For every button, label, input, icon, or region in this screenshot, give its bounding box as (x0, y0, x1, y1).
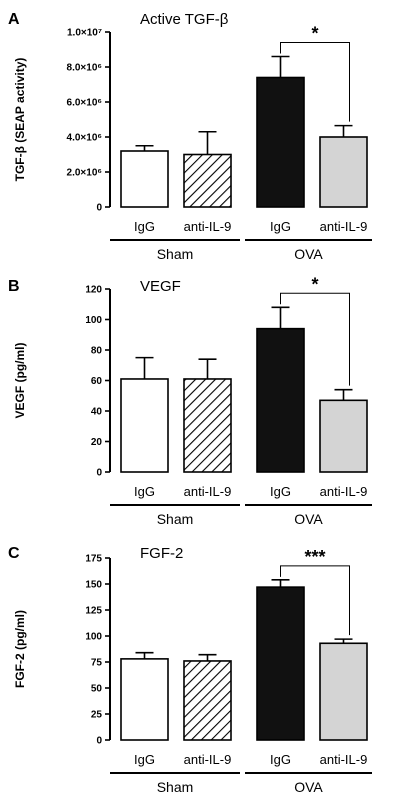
significance-bracket (280, 42, 350, 122)
significance-label: *** (304, 547, 325, 567)
y-axis-label: FGF-2 (pg/ml) (13, 610, 27, 688)
y-tick-label: 25 (91, 710, 103, 721)
bar-a-0 (120, 150, 169, 208)
group-label: OVA (294, 779, 323, 795)
group-label: Sham (157, 246, 194, 262)
bar-a-2 (256, 76, 305, 208)
y-tick-label: 20 (91, 437, 103, 448)
significance-bracket (280, 565, 350, 636)
category-label: anti-IL-9 (320, 219, 368, 234)
category-label: anti-IL-9 (184, 219, 232, 234)
bar-b-2 (256, 327, 305, 473)
y-tick-label: 50 (91, 684, 103, 695)
bar-b-1 (183, 378, 232, 473)
category-label: IgG (270, 219, 291, 234)
group-label: Sham (157, 779, 194, 795)
y-tick-label: 0 (96, 203, 102, 214)
category-label: IgG (134, 752, 155, 767)
category-label: IgG (270, 484, 291, 499)
panel-a: A Active TGF-β 0 2.0×10⁶ 4.0×10⁶ 6.0×10⁶ 8.0×1… (8, 11, 372, 262)
y-axis-label: VEGF (pg/ml) (13, 343, 27, 419)
bar-a-3 (319, 136, 368, 208)
category-label: anti-IL-9 (320, 484, 368, 499)
category-label: anti-IL-9 (320, 752, 368, 767)
y-tick-label: 80 (91, 346, 103, 357)
category-label: anti-IL-9 (184, 752, 232, 767)
panel-b: B VEGF 0 20 40 60 80 100 120 VEGF (pg/ml) * IgG anti… (8, 274, 372, 527)
y-tick-label: 125 (85, 606, 102, 617)
bar-c-2 (256, 586, 305, 741)
y-tick-label: 120 (85, 285, 102, 296)
panel-title: VEGF (140, 278, 181, 295)
significance-bracket (280, 292, 350, 386)
y-tick-label: 0 (96, 468, 102, 479)
significance-label: * (311, 24, 318, 44)
y-tick-label: 100 (85, 632, 102, 643)
y-tick-label: 175 (85, 554, 102, 565)
panel-letter: A (8, 11, 20, 28)
bar-a-1 (183, 153, 232, 208)
panel-c: C FGF-2 0 25 50 75 100 125 150 175 FGF-2 (pg/ml) **… (8, 545, 372, 795)
panel-title: FGF-2 (140, 545, 183, 562)
bar-c-3 (319, 642, 368, 741)
y-tick-label: 6.0×10⁶ (67, 98, 102, 109)
bar-b-3 (319, 399, 368, 473)
y-tick-label: 150 (85, 580, 102, 591)
y-tick-label: 60 (91, 376, 103, 387)
panel-letter: B (8, 278, 20, 295)
y-tick-label: 8.0×10⁶ (67, 63, 102, 74)
y-tick-label: 2.0×10⁶ (67, 168, 102, 179)
panel-title: Active TGF-β (140, 11, 229, 28)
group-label: OVA (294, 511, 323, 527)
bar-b-0 (120, 378, 169, 473)
category-label: IgG (134, 219, 155, 234)
y-tick-label: 75 (91, 658, 103, 669)
bar-c-1 (183, 660, 232, 741)
y-tick-label: 100 (85, 315, 102, 326)
y-tick-label: 0 (96, 736, 102, 747)
category-label: IgG (134, 484, 155, 499)
y-axis-label: TGF-β (SEAP activity) (13, 58, 27, 182)
panel-letter: C (8, 545, 20, 562)
group-label: OVA (294, 246, 323, 262)
category-label: IgG (270, 752, 291, 767)
bar-c-0 (120, 658, 169, 741)
y-tick-label: 40 (91, 407, 103, 418)
y-tick-label: 1.0×10⁷ (67, 28, 102, 39)
significance-label: * (311, 274, 318, 294)
group-label: Sham (157, 511, 194, 527)
category-label: anti-IL-9 (184, 484, 232, 499)
y-tick-label: 4.0×10⁶ (67, 133, 102, 144)
